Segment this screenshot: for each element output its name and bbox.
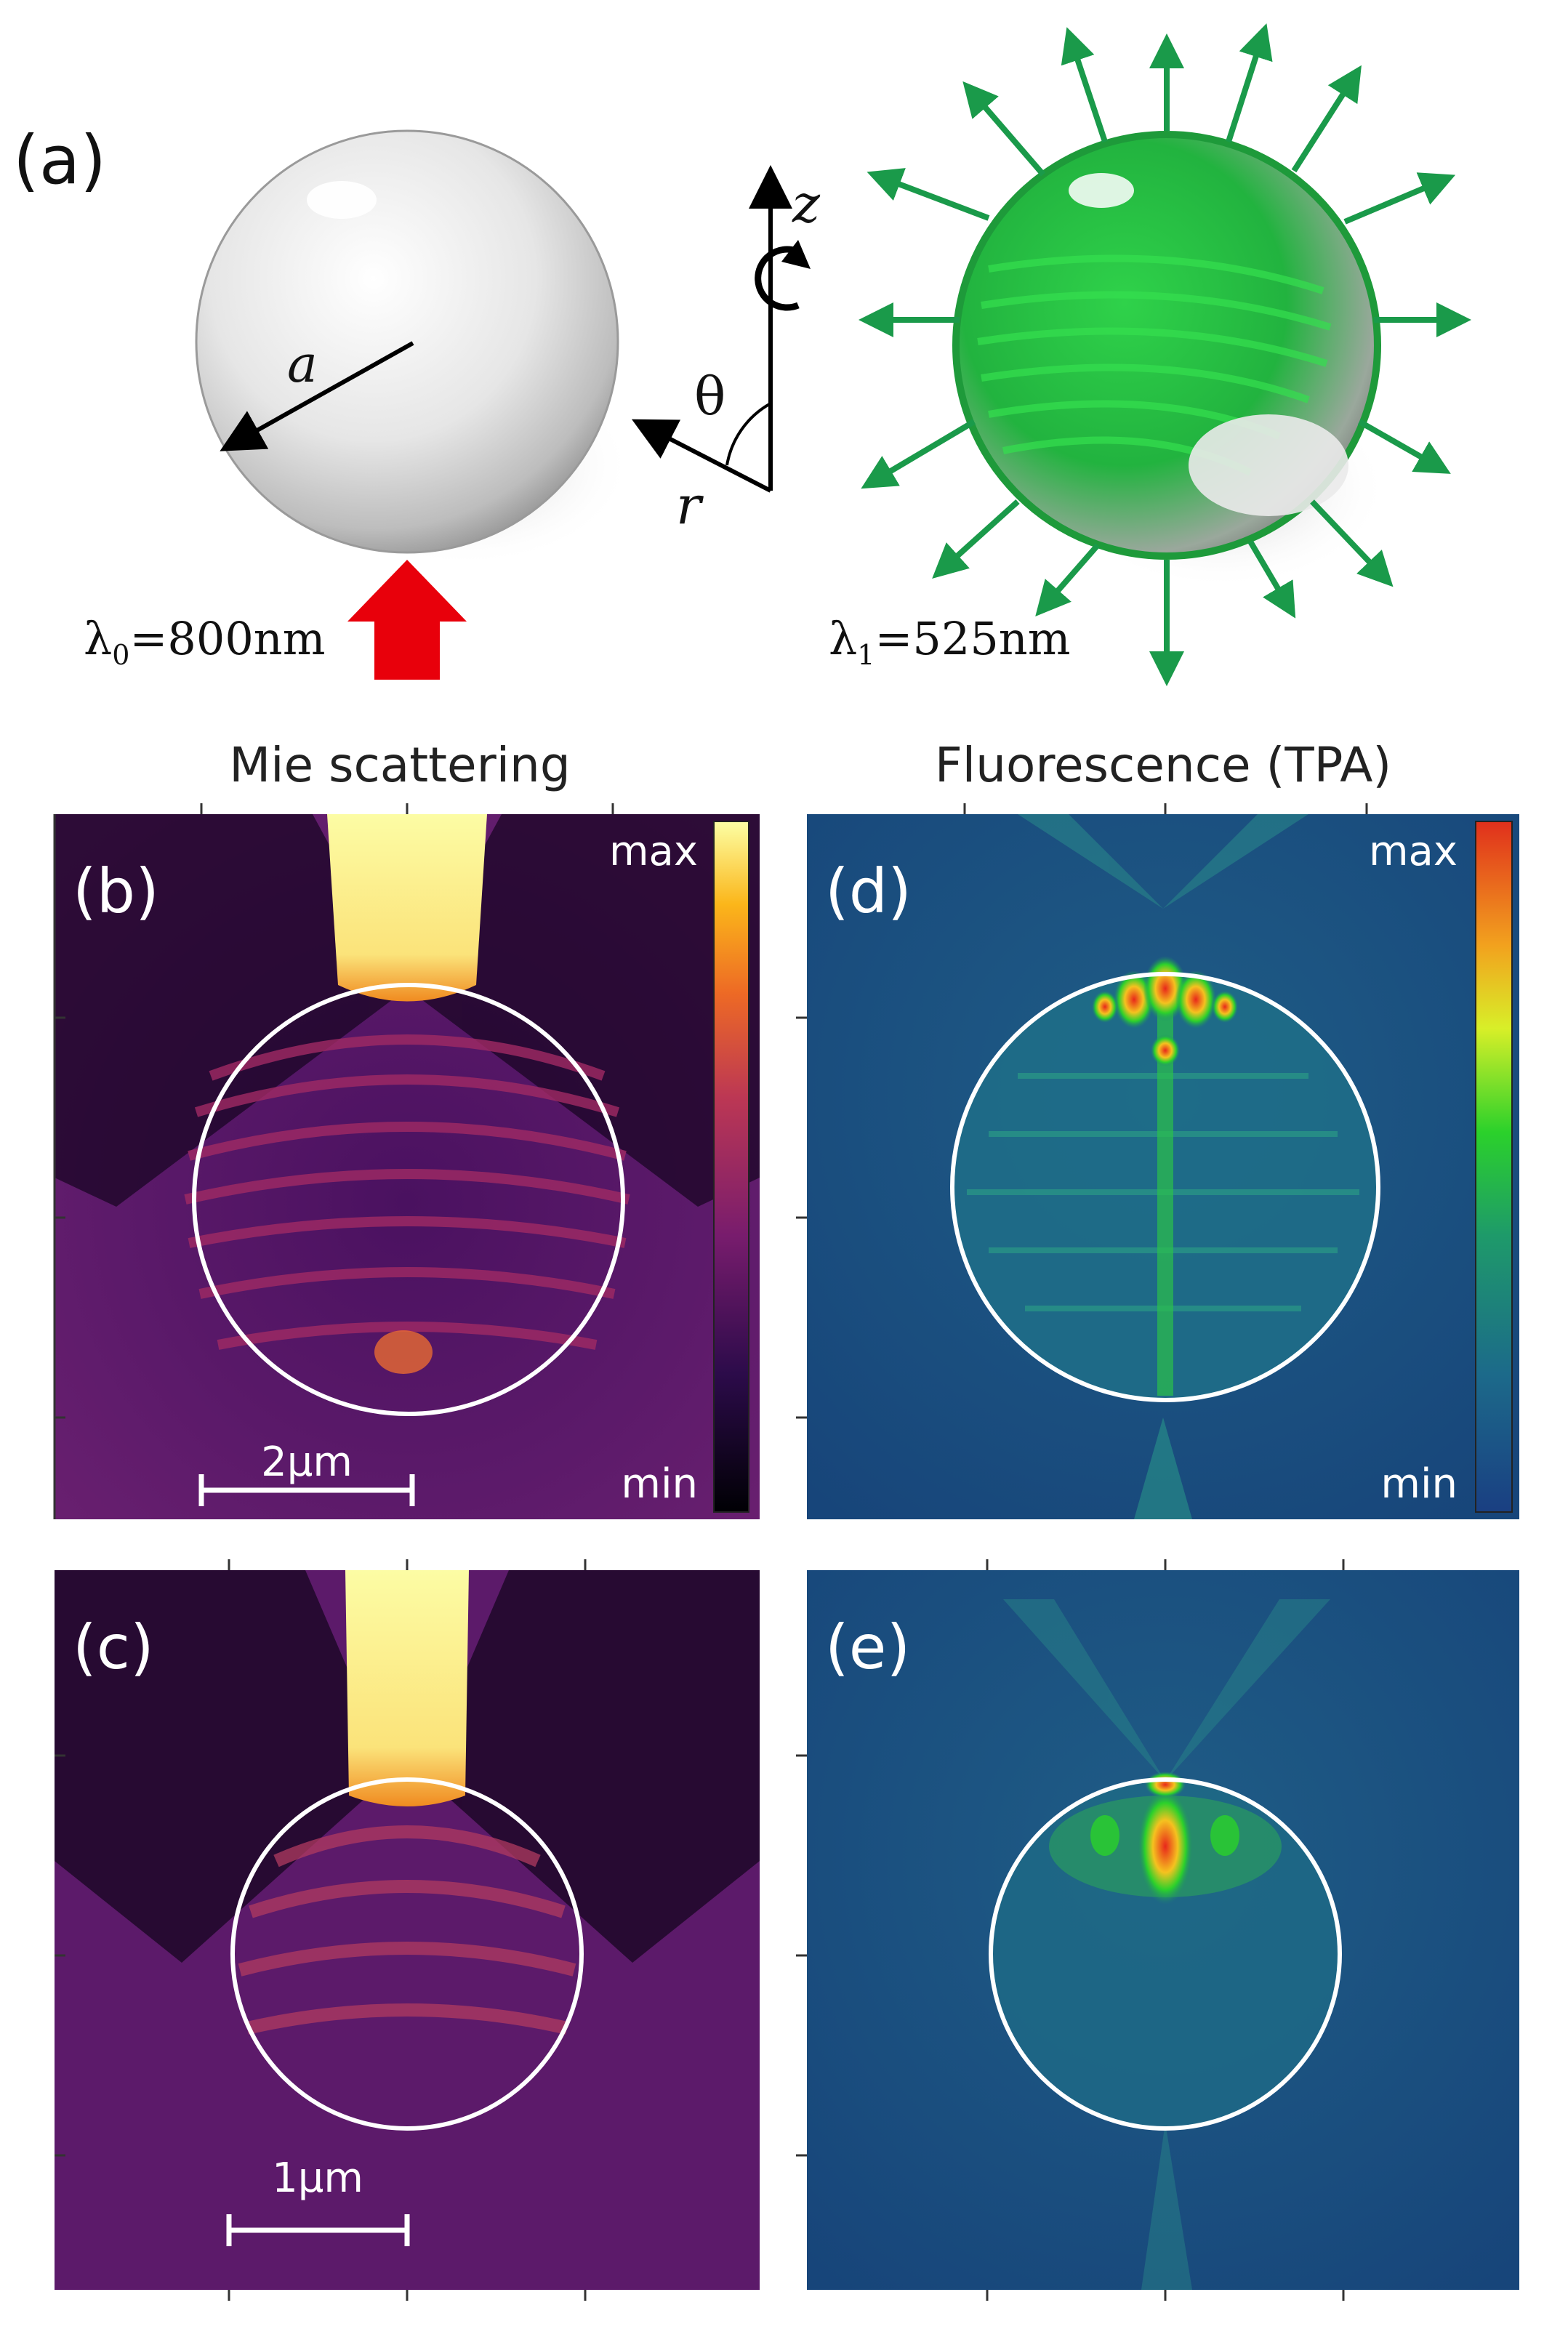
sphere-highlight bbox=[307, 181, 377, 219]
panel-b-colorbar-min: min bbox=[621, 1460, 698, 1508]
glass-sphere bbox=[195, 129, 619, 554]
panel-c-sphere-outline bbox=[230, 1777, 584, 2131]
panel-d-rays bbox=[1018, 814, 1308, 1519]
r-axis-label: r bbox=[676, 475, 704, 536]
radius-label: a bbox=[287, 334, 318, 394]
mie-scattering-header: Mie scattering bbox=[229, 737, 571, 793]
panel-d-colorbar-min: min bbox=[1380, 1460, 1458, 1508]
green-sphere-reflection bbox=[1189, 414, 1348, 516]
panel-d-colorbar-max: max bbox=[1369, 828, 1458, 875]
panel-d-label: (d) bbox=[825, 856, 912, 927]
lambda1-label: λ1=525nm bbox=[829, 612, 1071, 671]
panel-e-label: (e) bbox=[825, 1612, 910, 1683]
rotation-icon bbox=[755, 246, 800, 311]
panel-b-forward-beam bbox=[327, 814, 487, 1002]
panel-e-rays bbox=[1003, 1599, 1330, 2290]
panel-c-forward-beam bbox=[345, 1570, 469, 1806]
panel-b-ticks bbox=[53, 803, 614, 1519]
panel-e: (e) bbox=[796, 1559, 1519, 2301]
emission-arrows bbox=[859, 23, 1471, 686]
panel-e-hotspots bbox=[1090, 1772, 1239, 1905]
panel-d-colorbar bbox=[1475, 821, 1513, 1513]
panel-b: max min (b) 2μm bbox=[53, 803, 760, 1519]
panel-c-ticks bbox=[55, 1559, 587, 2301]
panel-d-sphere-outline bbox=[950, 972, 1380, 1402]
panel-c-fringes bbox=[238, 1825, 576, 2035]
panel-a-label: (a) bbox=[13, 121, 106, 199]
theta-label: θ bbox=[694, 366, 725, 427]
sphere-fringes bbox=[977, 254, 1332, 476]
z-axis-label: z bbox=[792, 173, 821, 234]
r-axis bbox=[631, 419, 772, 493]
rotation-arrowhead-icon bbox=[781, 240, 811, 269]
panel-d: max min (d) bbox=[796, 803, 1519, 1519]
panel-e-ticks bbox=[796, 1559, 1345, 2301]
panel-e-sphere-outline bbox=[989, 1777, 1342, 2131]
panel-b-scale-label: 2μm bbox=[261, 1439, 353, 1486]
theta-arc bbox=[725, 402, 771, 466]
panel-b-dark-lobes bbox=[55, 814, 760, 1207]
panel-b-colorbar bbox=[713, 821, 749, 1513]
panel-b-colorbar-max: max bbox=[609, 828, 698, 875]
green-sphere-highlight bbox=[1069, 173, 1134, 208]
coordinate-axes: z r θ bbox=[631, 165, 821, 536]
panel-a: (a) a λ0=800nm z r θ bbox=[13, 23, 1471, 686]
fluorescence-header: Fluorescence (TPA) bbox=[935, 737, 1391, 793]
incident-beam-arrow bbox=[347, 560, 467, 680]
panel-b-label: (b) bbox=[73, 856, 159, 927]
panel-d-axis-stripe bbox=[1157, 989, 1173, 1396]
panel-c: (c) 1μm bbox=[55, 1559, 760, 2301]
panel-c-scale-bar bbox=[226, 2214, 410, 2246]
panel-c-label: (c) bbox=[73, 1612, 154, 1683]
panel-b-scale-bar bbox=[198, 1474, 415, 1506]
radius-arrow bbox=[220, 341, 414, 451]
panel-c-scale-label: 1μm bbox=[272, 2155, 363, 2202]
lambda0-label: λ0=800nm bbox=[84, 612, 326, 671]
panel-b-sphere-outline bbox=[192, 983, 625, 1416]
panel-b-fringes bbox=[184, 1034, 630, 1350]
panel-b-rear-hotspot bbox=[374, 1330, 433, 1374]
fluorescent-sphere-group bbox=[859, 23, 1471, 686]
panel-d-ticks bbox=[796, 803, 1368, 1419]
panel-c-dark-lobes bbox=[55, 1570, 760, 1963]
